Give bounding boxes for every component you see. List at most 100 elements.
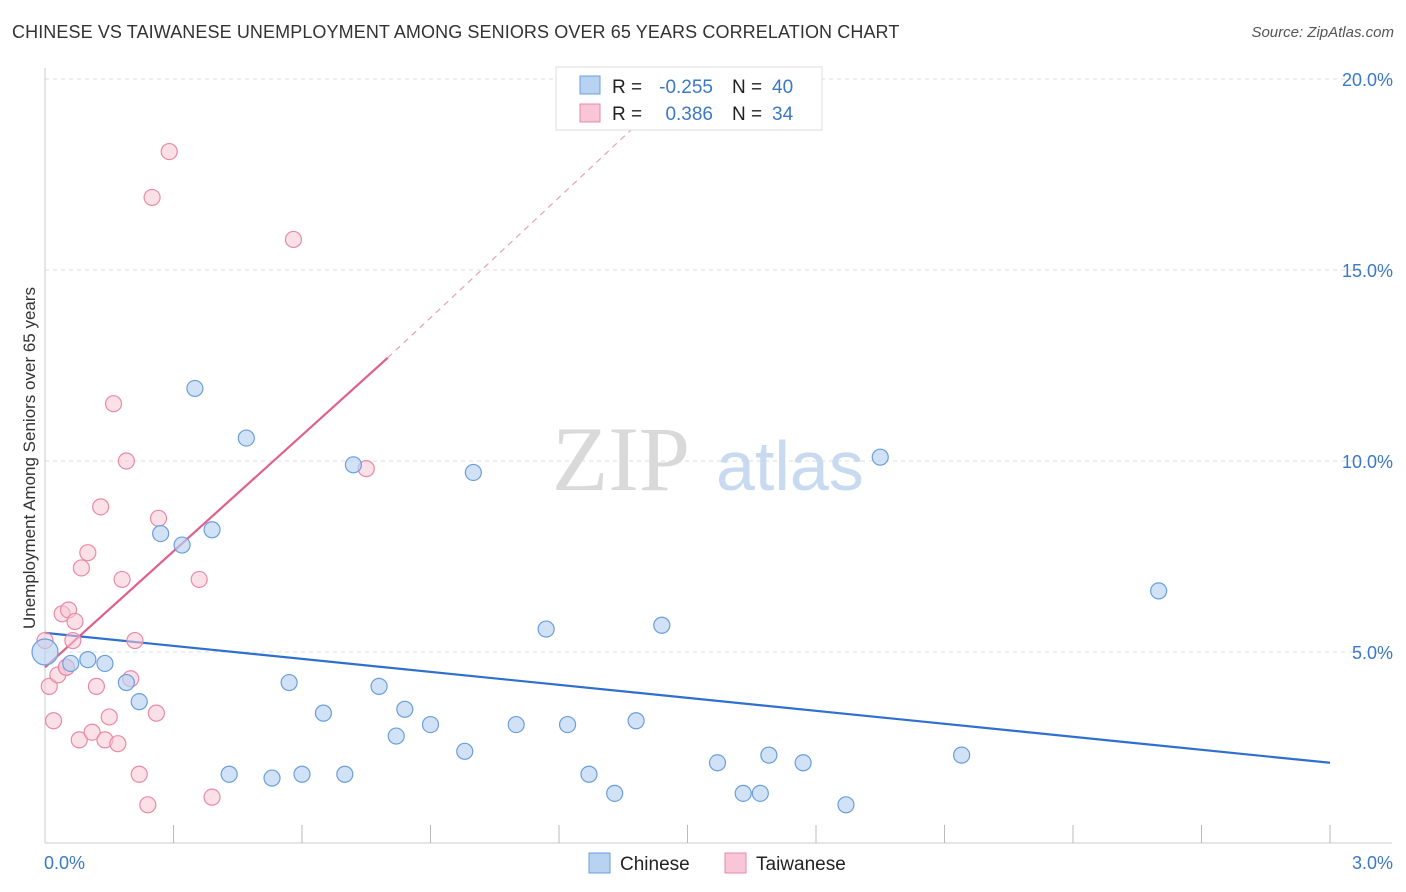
chinese-point-36	[837, 796, 855, 814]
grid-lines	[45, 78, 1392, 653]
taiwanese-point-29	[190, 570, 208, 589]
legend-taiwanese-n-value: 34	[772, 104, 794, 125]
legend-chinese-r-label: R =	[612, 77, 642, 98]
chinese-point-10	[220, 765, 238, 783]
legend-chinese-n-label: N =	[732, 77, 762, 98]
bottom-legend-taiwanese-label: Taiwanese	[756, 854, 846, 875]
chinese-point-18	[370, 677, 388, 695]
taiwanese-point-10	[72, 559, 91, 577]
legend-chinese-n-value: 40	[772, 77, 793, 98]
taiwanese-point-31	[284, 230, 303, 249]
legend-box: R = -0.255 N = 40 R = 0.386 N = 34	[555, 66, 823, 131]
chinese-point-8	[186, 379, 204, 398]
bottom-legend-taiwanese-swatch	[724, 852, 747, 874]
chinese-point-15	[314, 704, 333, 722]
chinese-point-21	[421, 715, 440, 734]
taiwanese-point-26	[147, 704, 165, 722]
chinese-point-39	[1150, 582, 1168, 600]
chinese-point-12	[263, 769, 281, 787]
bottom-legend-chinese-label: Chinese	[620, 854, 690, 875]
chinese-point-5	[130, 693, 148, 711]
bottom-legend: Chinese Taiwanese	[588, 852, 846, 875]
chinese-point-38	[953, 746, 971, 764]
chinese-point-24	[507, 715, 525, 734]
legend-taiwanese-r-label: R =	[612, 104, 642, 125]
chinese-point-9	[203, 521, 221, 539]
x-tick-label-min: 0.0%	[44, 853, 85, 873]
taiwanese-point-19	[113, 570, 131, 589]
chinese-point-13	[280, 673, 298, 692]
chinese-point-27	[580, 765, 598, 783]
chinese-point-31	[708, 754, 727, 772]
legend-chinese-swatch	[579, 75, 601, 95]
chinese-point-11	[237, 429, 255, 447]
chinese-point-30	[653, 616, 671, 634]
y-tick-label-20: 20.0%	[1342, 70, 1393, 90]
chinese-point-19	[387, 727, 405, 745]
taiwanese-point-20	[117, 452, 135, 470]
chinese-point-17	[344, 456, 362, 474]
y-tick-label-10: 10.0%	[1342, 452, 1393, 472]
taiwanese-point-13	[87, 677, 106, 695]
chinese-point-34	[760, 746, 778, 764]
chinese-point-4	[117, 673, 135, 692]
chinese-trend-line	[44, 631, 1331, 764]
chinese-point-25	[537, 620, 555, 638]
taiwanese-point-9	[70, 731, 88, 749]
taiwanese-point-24	[139, 796, 157, 814]
chinese-point-1	[62, 654, 80, 673]
taiwanese-point-27	[149, 509, 168, 527]
chinese-point-2	[79, 651, 97, 669]
taiwanese-point-16	[100, 708, 118, 726]
chinese-point-3	[96, 654, 114, 673]
taiwanese-point-2	[44, 712, 63, 730]
bottom-legend-chinese-swatch	[588, 852, 611, 874]
legend-chinese-r-value: -0.255	[659, 77, 713, 98]
legend-taiwanese-n-label: N =	[732, 104, 762, 125]
taiwanese-point-14	[92, 498, 110, 516]
taiwanese-point-23	[130, 765, 148, 783]
taiwanese-point-8	[66, 612, 84, 631]
chinese-point-37	[871, 448, 889, 466]
trend-lines	[44, 116, 1331, 764]
taiwanese-point-22	[126, 631, 144, 650]
taiwanese-point-18	[109, 735, 127, 753]
watermark-atlas: atlas	[716, 427, 864, 505]
y-tick-label-5: 5.0%	[1352, 643, 1393, 663]
y-tick-label-15: 15.0%	[1342, 261, 1393, 281]
chinese-point-35	[794, 754, 812, 772]
taiwanese-point-1	[40, 677, 58, 695]
chinese-point-6	[152, 524, 170, 543]
y-axis-ticks: 5.0% 10.0% 15.0% 20.0%	[1342, 70, 1393, 663]
chinese-point-22	[456, 742, 474, 760]
taiwanese-point-28	[160, 142, 178, 161]
chinese-point-7	[173, 536, 191, 554]
taiwanese-point-25	[143, 188, 161, 207]
y-axis-label: Unemployment Among Seniors over 65 years	[20, 287, 39, 629]
chinese-point-20	[396, 700, 414, 718]
taiwanese-point-17	[104, 395, 123, 413]
legend-taiwanese-swatch	[579, 103, 601, 123]
chart-title: CHINESE VS TAIWANESE UNEMPLOYMENT AMONG …	[12, 22, 900, 42]
taiwanese-point-7	[64, 631, 82, 650]
chinese-point-33	[751, 784, 769, 802]
chinese-point-29	[627, 712, 645, 730]
taiwanese-trend-extension	[387, 116, 646, 359]
taiwanese-point-30	[203, 788, 221, 806]
x-axis-ticks: 0.0% 3.0%	[44, 825, 1393, 873]
chinese-point-23	[464, 463, 482, 482]
legend-taiwanese-r-value: 0.386	[665, 104, 713, 125]
taiwanese-trend-line	[44, 357, 389, 669]
chinese-points	[31, 379, 1168, 814]
chinese-point-16	[336, 765, 354, 783]
chinese-point-14	[293, 765, 311, 783]
x-tick-label-max: 3.0%	[1352, 853, 1393, 873]
chinese-point-32	[734, 784, 752, 802]
chinese-point-0	[31, 638, 59, 666]
taiwanese-point-12	[83, 723, 101, 741]
chart-source: Source: ZipAtlas.com	[1251, 24, 1394, 41]
taiwanese-point-11	[79, 544, 97, 562]
chinese-point-28	[606, 784, 624, 802]
watermark-zip: ZIP	[552, 408, 690, 510]
